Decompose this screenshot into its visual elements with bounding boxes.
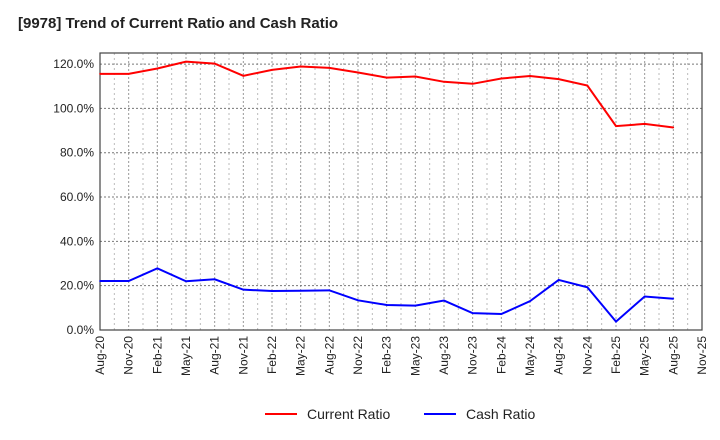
data-point — [127, 73, 130, 75]
data-point — [586, 84, 589, 87]
data-point — [242, 288, 245, 291]
data-point — [242, 75, 245, 77]
x-tick-label: Aug-20 — [93, 336, 107, 375]
data-point — [328, 289, 331, 292]
data-point — [213, 278, 216, 281]
x-tick-label: Aug-23 — [437, 336, 451, 375]
legend-label: Cash Ratio — [466, 406, 535, 422]
plot-frame — [99, 52, 703, 331]
x-tick-label: Nov-20 — [122, 336, 136, 375]
data-point — [643, 295, 646, 298]
data-point — [99, 73, 101, 75]
y-tick-label: 0.0% — [67, 323, 95, 337]
data-point — [500, 313, 503, 315]
y-tick-label: 60.0% — [60, 190, 94, 204]
x-tick-label: Nov-22 — [351, 336, 365, 375]
x-tick-label: Nov-21 — [236, 336, 250, 375]
x-tick-label: May-22 — [294, 336, 308, 376]
data-point — [414, 75, 417, 78]
x-tick-label: May-23 — [408, 336, 422, 376]
data-point — [672, 297, 675, 300]
data-point — [471, 312, 474, 314]
data-point — [328, 67, 331, 69]
legend-label: Current Ratio — [307, 406, 390, 422]
data-point — [557, 279, 560, 281]
data-point — [471, 83, 474, 85]
x-tick-label: Nov-24 — [580, 336, 594, 375]
x-tick-label: Nov-23 — [466, 336, 480, 375]
x-tick-label: Nov-25 — [695, 336, 709, 375]
y-tick-label: 80.0% — [60, 146, 94, 160]
x-tick-label: Aug-22 — [322, 336, 336, 375]
data-point — [529, 300, 531, 302]
y-tick-label: 20.0% — [60, 279, 94, 293]
data-point — [127, 280, 130, 282]
data-point — [357, 299, 359, 302]
data-point — [615, 125, 617, 127]
y-tick-label: 120.0% — [53, 57, 94, 71]
data-point — [443, 299, 445, 302]
x-tick-label: Feb-22 — [265, 336, 279, 374]
data-point — [156, 267, 159, 270]
data-point — [185, 60, 187, 63]
data-point — [500, 77, 503, 80]
data-point — [357, 71, 359, 74]
data-point — [385, 76, 388, 79]
data-point — [385, 304, 388, 306]
y-tick-label: 100.0% — [53, 101, 94, 115]
data-point — [156, 67, 159, 70]
x-tick-label: May-21 — [179, 336, 193, 376]
x-tick-label: May-25 — [638, 336, 652, 376]
x-tick-label: May-24 — [523, 336, 537, 376]
data-point — [615, 320, 617, 323]
data-point — [643, 123, 646, 125]
data-point — [586, 286, 589, 289]
x-tick-label: Aug-25 — [666, 336, 680, 375]
x-tick-label: Feb-21 — [150, 336, 164, 374]
data-point — [299, 289, 302, 292]
data-point — [443, 81, 445, 83]
data-point — [299, 65, 302, 68]
chart-title: [9978] Trend of Current Ratio and Cash R… — [18, 15, 339, 32]
x-tick-label: Aug-21 — [208, 336, 222, 375]
data-point — [99, 280, 101, 282]
x-tick-label: Feb-25 — [609, 336, 623, 374]
data-point — [557, 78, 560, 80]
data-point — [271, 290, 273, 292]
x-tick-label: Feb-23 — [380, 336, 394, 374]
data-point — [529, 75, 531, 77]
data-point — [271, 69, 273, 71]
y-tick-label: 40.0% — [60, 234, 94, 248]
data-point — [213, 62, 216, 65]
x-tick-label: Aug-24 — [552, 336, 566, 375]
data-point — [672, 126, 675, 129]
data-point — [185, 280, 187, 283]
data-point — [414, 304, 417, 307]
x-tick-label: Feb-24 — [494, 336, 508, 374]
